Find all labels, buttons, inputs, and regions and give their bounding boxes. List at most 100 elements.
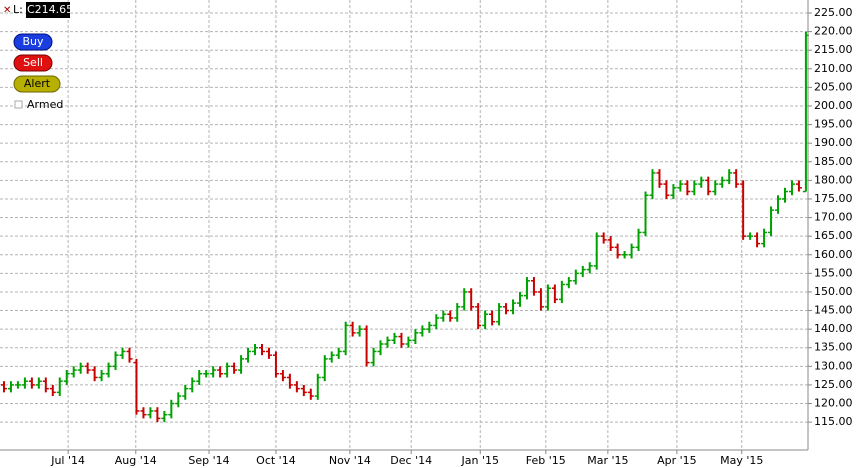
- armed-checkbox[interactable]: [14, 100, 23, 109]
- buy-label: Buy: [22, 35, 44, 48]
- y-tick-label: 185.00: [814, 155, 853, 168]
- ohlc-bar: [377, 340, 384, 356]
- y-tick-label: 195.00: [814, 118, 853, 131]
- close-icon[interactable]: ✕: [3, 5, 11, 16]
- ohlc-bar: [719, 176, 726, 188]
- ohlc-bar: [544, 284, 551, 311]
- ohlc-bar: [677, 180, 684, 192]
- ohlc-bar: [433, 314, 440, 330]
- ohlc-bar: [775, 195, 782, 214]
- ohlc-bar: [21, 377, 28, 389]
- sell-label: Sell: [23, 56, 43, 69]
- ohlc-bar: [384, 336, 391, 348]
- ohlc-bar: [642, 191, 649, 237]
- ohlc-bar: [238, 355, 245, 374]
- x-tick-label: May '15: [720, 454, 763, 467]
- ohlc-bar: [712, 180, 719, 196]
- ohlc-bar: [189, 377, 196, 393]
- ohlc-bar: [342, 321, 349, 356]
- ohlc-bar: [747, 232, 754, 240]
- ohlc-bar: [286, 373, 293, 389]
- ohlc-bar: [600, 232, 607, 244]
- ohlc-bar: [224, 362, 231, 378]
- price-box: [26, 2, 70, 18]
- y-tick-label: 200.00: [814, 99, 853, 112]
- ohlc-bar: [454, 303, 461, 322]
- x-tick-label: Feb '15: [526, 454, 566, 467]
- y-tick-label: 215.00: [814, 43, 853, 56]
- ohlc-bar: [70, 366, 77, 378]
- x-tick-label: Jul '14: [50, 454, 85, 467]
- ohlc-bar: [586, 262, 593, 274]
- ohlc-bar: [35, 377, 42, 389]
- ohlc-bar: [593, 232, 600, 270]
- ohlc-bar: [503, 303, 510, 315]
- ohlc-bar: [245, 347, 252, 363]
- ohlc-bar: [461, 288, 468, 311]
- ohlc-bar: [607, 236, 614, 252]
- ohlc-bar: [231, 362, 238, 374]
- ohlc-bar: [119, 347, 126, 359]
- sell-button[interactable]: Sell: [13, 54, 53, 72]
- ohlc-bar: [398, 332, 405, 348]
- ohlc-bar: [768, 206, 775, 237]
- ohlc-bar: [579, 265, 586, 278]
- ohlc-bar: [112, 351, 119, 371]
- ohlc-bar: [405, 336, 412, 348]
- ohlc-bar: [691, 180, 698, 196]
- y-tick-label: 135.00: [814, 341, 853, 354]
- ohlc-bar: [523, 277, 530, 300]
- ohlc-bar: [182, 384, 189, 400]
- ohlc-bar: [349, 321, 356, 337]
- ohlc-bar: [565, 277, 572, 289]
- y-tick-label: 150.00: [814, 285, 853, 298]
- ohlc-bar: [698, 176, 705, 188]
- ohlc-bar: [530, 277, 537, 296]
- y-tick-label: 120.00: [814, 397, 853, 410]
- ohlc-bar: [551, 284, 558, 304]
- ohlc-bar: [279, 370, 286, 382]
- ohlc-bar: [196, 370, 203, 385]
- ohlc-bar: [537, 288, 544, 311]
- ohlc-bar: [781, 187, 788, 203]
- ohlc-bar: [321, 355, 328, 382]
- ohlc-bar: [56, 377, 63, 397]
- ohlc-bar: [63, 370, 70, 385]
- ohlc-bar: [14, 381, 21, 389]
- y-tick-label: 175.00: [814, 192, 853, 205]
- x-tick-label: Nov '14: [329, 454, 371, 467]
- y-tick-label: 190.00: [814, 136, 853, 149]
- x-tick-label: Sep '14: [188, 454, 229, 467]
- x-tick-label: Oct '14: [256, 454, 296, 467]
- ohlc-bar: [621, 251, 628, 259]
- ohlc-bar: [656, 169, 663, 188]
- armed-label: Armed: [27, 98, 63, 111]
- ohlc-bar: [496, 303, 503, 326]
- ohlc-bar: [558, 280, 565, 304]
- ohlc-bar: [426, 321, 433, 333]
- ohlc-bar: [84, 362, 91, 374]
- ohlc-bar: [126, 347, 133, 363]
- alert-button[interactable]: Alert: [13, 75, 61, 93]
- ohlc-bar: [754, 232, 761, 248]
- ohlc-bar: [475, 303, 482, 330]
- toolbar: ✕ L: C214.65 Buy Sell Alert Armed: [3, 2, 73, 111]
- ohlc-bar: [147, 407, 154, 419]
- ohlc-bar: [663, 180, 670, 199]
- ohlc-bar: [252, 344, 259, 356]
- ohlc-bar: [91, 366, 98, 382]
- y-tick-label: 115.00: [814, 415, 853, 428]
- ohlc-bar: [161, 410, 168, 423]
- ohlc-bar: [335, 347, 342, 359]
- y-tick-label: 145.00: [814, 304, 853, 317]
- alert-label: Alert: [24, 77, 51, 90]
- axes: 115.00 120.00 125.00 130.00 135.00 140.00 145.…: [50, 6, 852, 467]
- buy-button[interactable]: Buy: [13, 33, 53, 51]
- ohlc-bar: [684, 180, 691, 196]
- x-tick-label: Mar '15: [587, 454, 628, 467]
- ohlc-bar: [733, 169, 740, 188]
- ohlc-bar: [419, 325, 426, 337]
- ohlc-bar: [133, 358, 140, 415]
- x-tick-label: Dec '14: [390, 454, 432, 467]
